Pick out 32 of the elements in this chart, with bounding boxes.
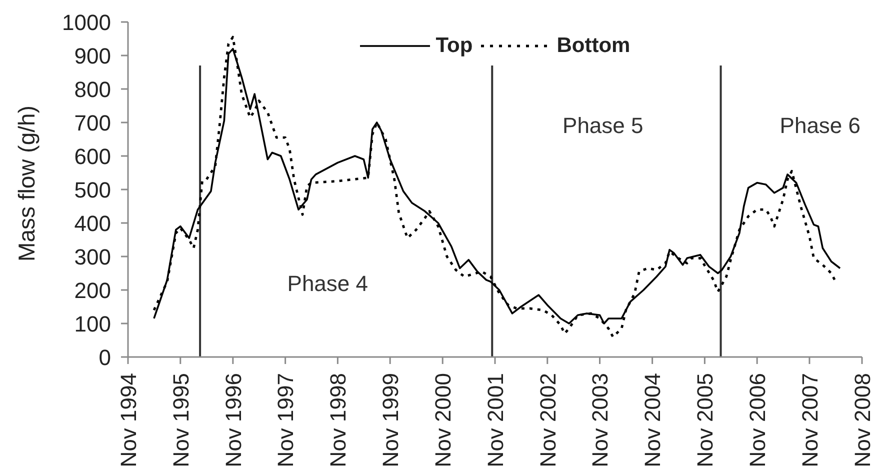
x-tick-label: Nov 1996 <box>220 373 246 468</box>
y-tick-label: 700 <box>74 110 111 136</box>
x-tick-label: Nov 2006 <box>745 373 770 468</box>
annotation: Phase 5 <box>562 112 644 138</box>
legend-label: Top <box>436 34 473 58</box>
x-tick-label: Nov 2000 <box>430 373 456 468</box>
x-tick-label: Nov 1999 <box>378 373 403 468</box>
x-tick-label: Nov 2007 <box>797 373 822 468</box>
x-tick-label: Nov 2004 <box>640 373 666 468</box>
x-tick-label: Nov 2002 <box>535 373 560 468</box>
x-tick-label: Nov 1994 <box>116 373 141 468</box>
y-tick-label: 900 <box>74 43 111 68</box>
x-tick-label: Nov 2005 <box>692 373 718 468</box>
y-tick-label: 1000 <box>62 10 111 35</box>
y-tick-label: 500 <box>74 177 111 202</box>
x-tick-label: Nov 2001 <box>482 373 508 468</box>
legend-label: Bottom <box>556 34 630 58</box>
y-axis-title: Mass flow (g/h) <box>13 106 40 262</box>
y-tick-label: 200 <box>74 278 111 303</box>
y-tick-label: 600 <box>74 144 111 169</box>
y-tick-label: 400 <box>74 210 111 236</box>
x-tick-label: Nov 1995 <box>168 373 194 468</box>
annotation: Phase 4 <box>287 271 368 296</box>
y-tick-label: 800 <box>74 76 111 102</box>
y-tick-label: 300 <box>74 244 111 270</box>
y-tick-label: 0 <box>98 344 111 370</box>
x-tick-label: Nov 1997 <box>273 373 298 468</box>
x-tick-label: Nov 2008 <box>850 373 875 468</box>
annotation: Phase 6 <box>780 112 861 138</box>
x-tick-label: Nov 2003 <box>588 373 613 468</box>
x-tick-label: Nov 1998 <box>326 373 351 468</box>
y-tick-label: 100 <box>74 311 111 336</box>
